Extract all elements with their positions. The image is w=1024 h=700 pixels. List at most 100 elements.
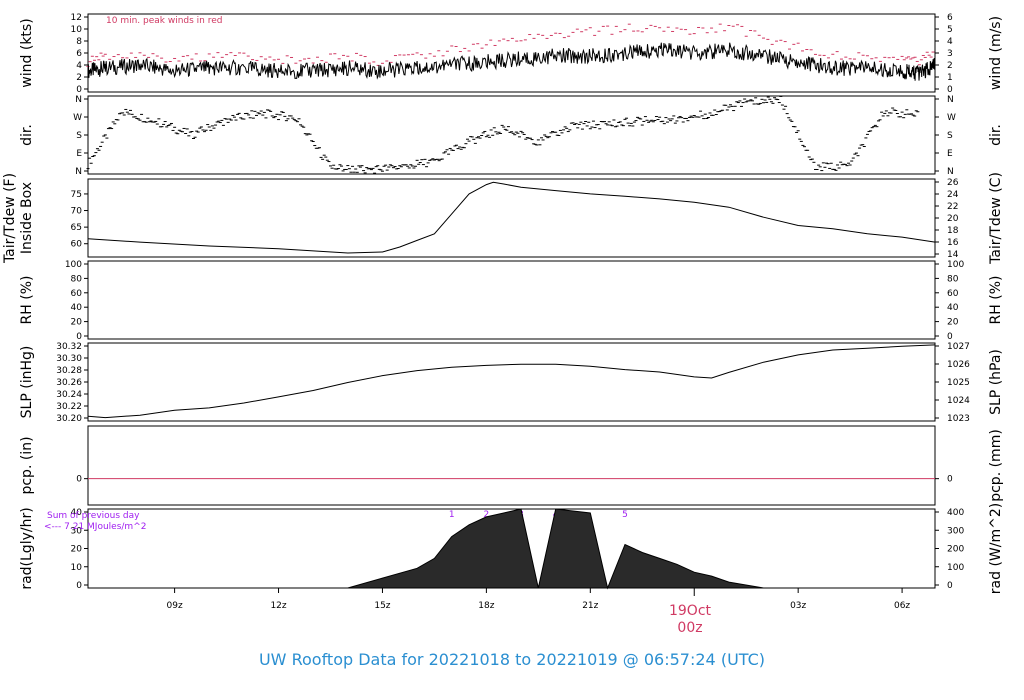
ytick-right-label: 20	[947, 318, 959, 328]
panel-pressure: SLP (inHg) SLP (hPa) 30.20 30.22 30.24 30.26 3…	[19, 342, 1004, 424]
ytick-left-label: 12	[71, 13, 82, 23]
ytick-left-label: 10	[71, 25, 83, 35]
ylabel-right: wind (m/s)	[988, 16, 1004, 90]
ylabel-left: dir.	[19, 124, 35, 146]
ytick-right-label: 300	[947, 526, 964, 536]
ytick-left-label: 30.22	[56, 402, 82, 412]
panel-frame	[87, 178, 936, 258]
ytick-left-label: 70	[71, 207, 83, 217]
ytick-right-label: 22	[947, 202, 958, 212]
ytick-left-label: 40	[71, 303, 83, 313]
wind-annotation: 10 min. peak winds in red	[106, 16, 223, 26]
panel-temperature: Tair/Tdew (F) Inside Box Tair/Tdew (C) 60 65…	[2, 172, 1004, 265]
ytick-right-label: 1023	[947, 414, 970, 424]
ytick-right-label: 6	[947, 13, 953, 23]
xtick-label: 03z	[790, 601, 806, 611]
ylabel-left: SLP (inHg)	[19, 346, 35, 419]
ytick-right-label: 3	[947, 49, 953, 59]
ylabel-left: pcp. (in)	[19, 436, 35, 494]
ytick-left-label: 10	[71, 563, 83, 573]
ytick-left-label: 30.26	[56, 378, 82, 388]
panel-precip: pcp. (in) pcp. (mm) 0 0	[19, 425, 1004, 506]
ytick-right-label: 200	[947, 545, 964, 555]
radiation-area	[347, 508, 764, 590]
ylabel-left: Tair/Tdew (F)	[2, 173, 18, 264]
panel-frame	[87, 95, 936, 175]
ytick-right-label: 2	[947, 61, 953, 71]
ytick-left-label: 0	[76, 85, 82, 95]
ytick-right-label: 1026	[947, 360, 970, 370]
xtick-label: 06z	[894, 601, 910, 611]
ytick-right-label: S	[947, 131, 953, 141]
ytick-right-label: 40	[947, 303, 959, 313]
ytick-right-label: 5	[947, 25, 953, 35]
ytick-left-label: 0	[76, 332, 82, 342]
ytick-left-label: 60	[71, 240, 83, 250]
xtick-label: 09z	[167, 601, 183, 611]
ytick-left-label: N	[75, 167, 82, 177]
panel-radiation: rad(Lgly/hr) rad (W/m^2)01020304001002003…	[19, 503, 1004, 594]
ylabel-left: rad(Lgly/hr)	[19, 507, 35, 589]
pressure-line	[87, 344, 936, 419]
ytick-right-label: 20	[947, 214, 959, 224]
xtick-label: 18z	[478, 601, 494, 611]
ytick-left-label: 0	[76, 581, 82, 591]
ytick-left-label: 30.20	[56, 414, 82, 424]
ytick-right-label: 60	[947, 289, 959, 299]
ytick-left-label: 2	[76, 73, 82, 83]
ytick-left-label: 65	[71, 223, 82, 233]
ytick-left-label: S	[76, 131, 82, 141]
panel-frame	[87, 342, 936, 422]
ytick-left-label: 75	[71, 190, 82, 200]
ytick-right-label: 1	[947, 73, 953, 83]
ytick-left-label: 100	[65, 260, 82, 270]
date-sub-label: 00z	[677, 620, 702, 636]
ytick-left-label: 40	[71, 508, 83, 518]
rad-hour-mark: 5	[622, 510, 628, 520]
panel-frame	[87, 260, 936, 340]
ylabel-right: RH (%)	[988, 276, 1004, 325]
temperature-line	[87, 181, 936, 254]
ytick-left-label: 4	[76, 61, 82, 71]
ytick-left-label: 80	[71, 274, 83, 284]
rad-note-line1: Sum of previous day	[47, 511, 140, 521]
ytick-left-label: E	[76, 149, 82, 159]
xtick-label: 21z	[582, 601, 598, 611]
ytick-right-label: E	[947, 149, 953, 159]
x-axis: 09z 12z 15z 18z 21z 03z 06z	[167, 588, 910, 611]
ytick-left-label: 30.28	[56, 366, 82, 376]
chart-title: UW Rooftop Data for 20221018 to 20221019…	[259, 650, 765, 669]
ylabel-left-secondary: Inside Box	[19, 182, 35, 254]
ylabel-left: wind (kts)	[19, 18, 35, 87]
ytick-right-label: 1027	[947, 342, 970, 352]
ytick-right-label: 26	[947, 178, 959, 188]
rad-note-line2: <--- 7.21 MJoules/m^2	[44, 522, 146, 532]
ylabel-right: pcp. (mm)	[988, 429, 1004, 502]
date-label: 19Oct	[669, 603, 712, 619]
ylabel-right: Tair/Tdew (C)	[988, 172, 1004, 265]
ytick-left-label: W	[73, 113, 82, 123]
wind-mean-line	[87, 42, 936, 81]
ytick-right-label: 16	[947, 238, 959, 248]
ylabel-right: SLP (hPa)	[988, 349, 1004, 415]
ylabel-right: rad (W/m^2)	[988, 503, 1004, 594]
ytick-right-label: N	[947, 95, 954, 105]
ytick-left-label: 8	[76, 37, 82, 47]
ytick-left-label: 30.24	[56, 390, 82, 400]
ytick-right-label: 1024	[947, 396, 970, 406]
rad-hour-mark: 1	[449, 510, 455, 520]
ytick-left-label: 30.32	[56, 342, 82, 352]
ytick-left-label: 20	[71, 318, 83, 328]
ytick-left-label: 60	[71, 289, 83, 299]
panel-rh: RH (%) RH (%) 0 20 40 60 80 100 0 20 40 60 80 100	[19, 260, 1004, 342]
ytick-left-label: 0	[76, 475, 82, 485]
ytick-right-label: 24	[947, 190, 959, 200]
ytick-right-label: 0	[947, 475, 953, 485]
xtick-label: 12z	[270, 601, 286, 611]
panel-frame	[87, 425, 936, 506]
ylabel-left: RH (%)	[19, 276, 35, 325]
